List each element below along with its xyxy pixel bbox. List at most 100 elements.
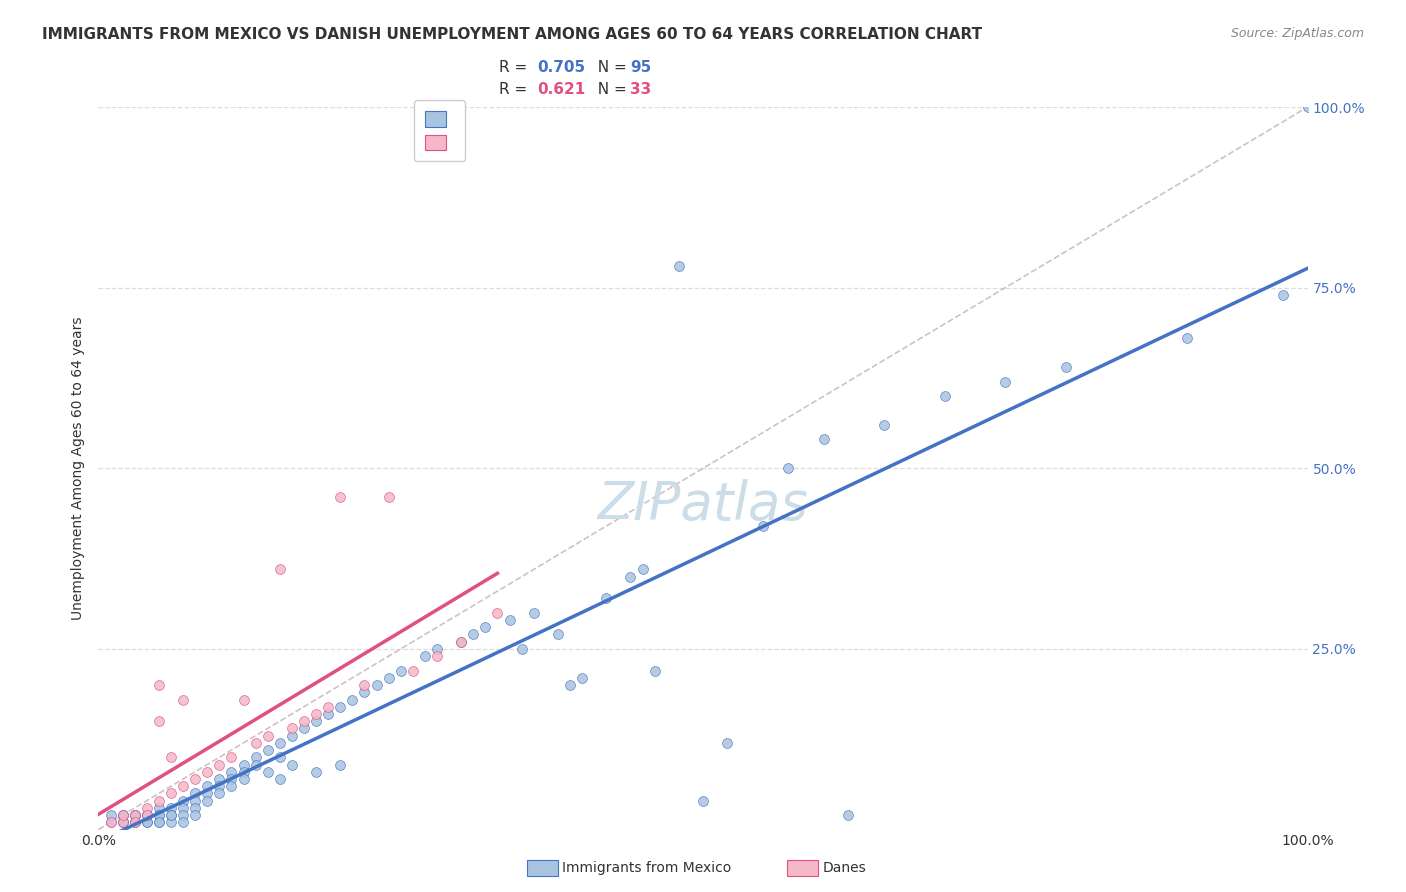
Point [510, 642, 533, 657]
Point [160, 808, 183, 822]
Point [281, 757, 304, 772]
Point [111, 815, 134, 830]
Point [366, 678, 388, 692]
Point [148, 815, 170, 830]
Point [208, 779, 231, 793]
Text: N =: N = [588, 82, 631, 96]
Text: Source: ZipAtlas.com: Source: ZipAtlas.com [1230, 27, 1364, 40]
Point [1054, 360, 1077, 375]
Point [269, 736, 291, 750]
Point [135, 808, 157, 822]
Text: R =: R = [499, 82, 537, 96]
Point [668, 259, 690, 273]
Point [208, 772, 231, 786]
Point [281, 729, 304, 743]
Text: 95: 95 [630, 61, 651, 75]
Point [160, 815, 183, 830]
Point [172, 794, 194, 808]
Point [716, 736, 738, 750]
Point [934, 389, 956, 403]
Point [100, 815, 122, 830]
Point [631, 562, 654, 576]
Point [329, 699, 352, 714]
Point [111, 808, 134, 822]
Point [232, 692, 254, 706]
Point [498, 613, 520, 627]
Point [269, 750, 291, 764]
Point [148, 714, 170, 728]
Point [232, 764, 254, 779]
Point [172, 779, 194, 793]
Point [342, 692, 364, 706]
Point [256, 729, 278, 743]
Point [256, 764, 278, 779]
Point [172, 692, 194, 706]
Point [776, 461, 799, 475]
Point [486, 606, 509, 620]
Point [353, 685, 375, 699]
Point [195, 794, 218, 808]
Point [221, 779, 243, 793]
Point [558, 678, 581, 692]
Point [208, 757, 231, 772]
Point [172, 815, 194, 830]
Point [644, 664, 666, 678]
Point [316, 706, 339, 721]
Point [595, 591, 617, 606]
Point [208, 787, 231, 801]
Point [111, 808, 134, 822]
Point [232, 757, 254, 772]
Point [281, 722, 304, 736]
Point [389, 664, 412, 678]
Point [994, 375, 1017, 389]
Point [111, 815, 134, 830]
Point [450, 634, 472, 648]
Text: 0.621: 0.621 [537, 82, 585, 96]
Point [377, 671, 399, 685]
Point [148, 801, 170, 815]
Point [873, 417, 896, 432]
Point [269, 562, 291, 576]
Point [450, 634, 472, 648]
Point [160, 750, 183, 764]
Point [135, 815, 157, 830]
Point [124, 808, 146, 822]
Point [160, 801, 183, 815]
Point [752, 519, 775, 533]
Point [245, 750, 267, 764]
Point [172, 808, 194, 822]
Point [813, 433, 835, 447]
Point [124, 808, 146, 822]
Text: N =: N = [588, 61, 631, 75]
Point [305, 714, 328, 728]
Point [160, 808, 183, 822]
Point [547, 627, 569, 641]
Point [426, 649, 449, 664]
Point [135, 808, 157, 822]
Point [1175, 331, 1198, 345]
Point [135, 815, 157, 830]
Point [160, 787, 183, 801]
Text: R =: R = [499, 61, 533, 75]
Point [463, 627, 485, 641]
Text: 33: 33 [630, 82, 651, 96]
Point [124, 815, 146, 830]
Point [474, 620, 496, 634]
Point [135, 808, 157, 822]
Point [305, 706, 328, 721]
Point [124, 815, 146, 830]
Point [124, 815, 146, 830]
Point [184, 794, 207, 808]
Point [184, 801, 207, 815]
Point [1272, 288, 1295, 302]
Point [232, 772, 254, 786]
Point [195, 764, 218, 779]
Point [135, 801, 157, 815]
Point [124, 808, 146, 822]
Point [571, 671, 593, 685]
Legend: , : , [415, 100, 465, 161]
Point [353, 678, 375, 692]
Point [1296, 100, 1319, 114]
Point [135, 808, 157, 822]
Point [292, 714, 315, 728]
